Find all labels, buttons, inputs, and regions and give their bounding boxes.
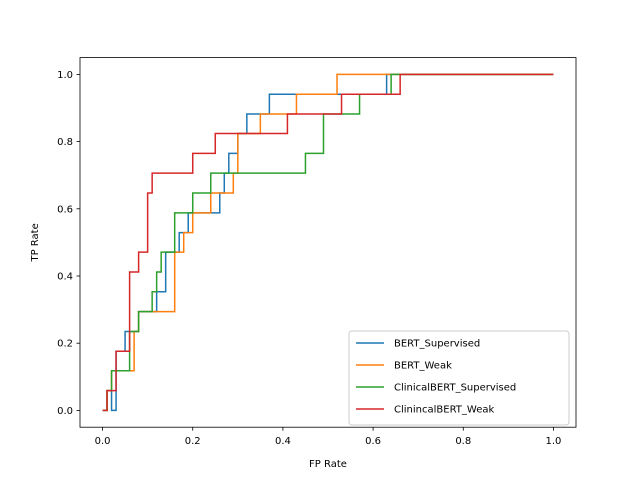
y-axis-label: TP Rate xyxy=(30,223,41,262)
x-tick-label: 0.0 xyxy=(95,436,111,447)
legend-label-3: ClinincalBERT_Weak xyxy=(394,405,494,416)
x-axis-label: FP Rate xyxy=(309,459,347,470)
legend-box xyxy=(348,330,570,426)
series-layer xyxy=(102,73,554,412)
y-tick-label: 0.6 xyxy=(57,204,73,215)
y-axis-ticks: 0.0 0.2 0.4 0.6 0.8 1.0 xyxy=(57,70,80,417)
legend-label-2: ClinicalBERT_Supervised xyxy=(394,383,516,394)
y-tick-label: 1.0 xyxy=(57,70,73,81)
x-tick-label: 0.6 xyxy=(365,436,381,447)
series-line-3 xyxy=(102,73,554,412)
legend: BERT_Supervised BERT_Weak ClinicalBERT_Sup… xyxy=(348,330,570,426)
y-tick-label: 0.0 xyxy=(57,406,73,417)
x-axis-ticks: 0.0 0.2 0.4 0.6 0.8 1.0 xyxy=(95,427,562,447)
y-tick-label: 0.8 xyxy=(57,137,73,148)
legend-label-1: BERT_Weak xyxy=(394,361,452,372)
y-tick-label: 0.4 xyxy=(57,272,73,283)
x-tick-label: 0.8 xyxy=(455,436,471,447)
x-tick-label: 1.0 xyxy=(546,436,562,447)
axes-frame xyxy=(79,57,577,428)
x-tick-label: 0.4 xyxy=(275,436,291,447)
x-tick-label: 0.2 xyxy=(185,436,201,447)
legend-label-0: BERT_Supervised xyxy=(394,339,480,350)
y-tick-label: 0.2 xyxy=(57,339,73,350)
